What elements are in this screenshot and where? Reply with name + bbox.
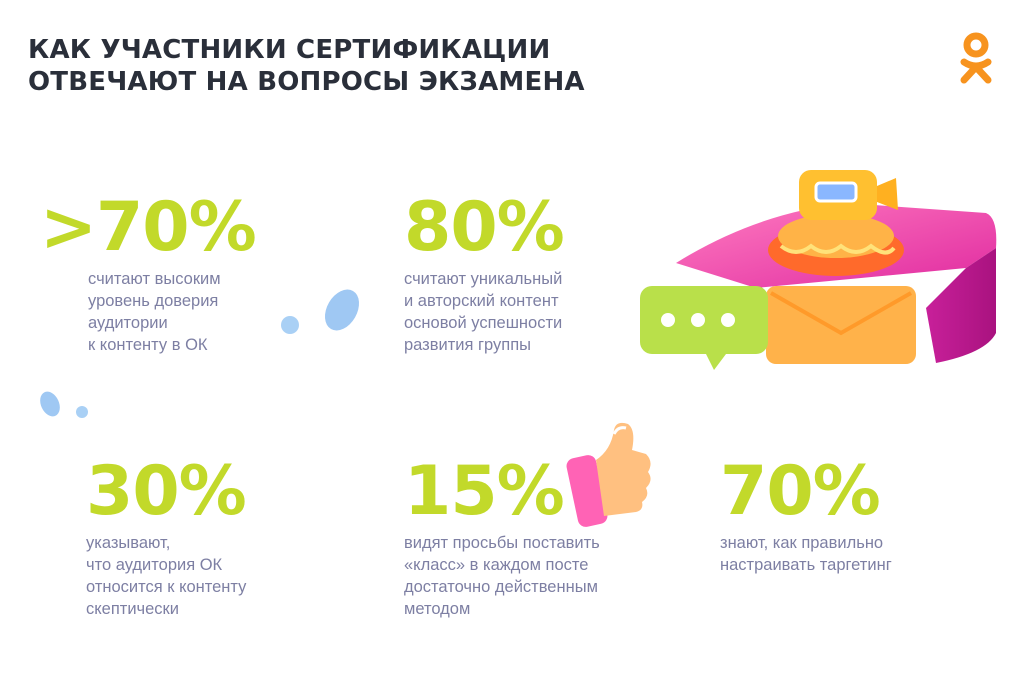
desc-line: видят просьбы поставить — [404, 534, 600, 552]
desc-line: уровень доверия — [88, 292, 219, 310]
stat-trust: >70% считают высоким уровень доверия ауд… — [40, 188, 257, 356]
page-title: КАК УЧАСТНИКИ СЕРТИФИКАЦИИ ОТВЕЧАЮТ НА В… — [28, 34, 648, 98]
stat-value: 80% — [404, 188, 565, 267]
stat-class-requests: 15% видят просьбы поставить «класс» в ка… — [404, 458, 600, 620]
stat-value: >70% — [40, 188, 257, 267]
stat-description: указывают, что аудитория ОК относится к … — [86, 532, 246, 620]
desc-line: развития группы — [404, 336, 531, 354]
desc-line: достаточно действенным — [404, 578, 598, 596]
stat-unique-content: 80% считают уникальный и авторский конте… — [404, 188, 565, 356]
stat-value: 15% — [404, 452, 565, 531]
desc-line: «класс» в каждом посте — [404, 556, 589, 574]
desc-line: указывают, — [86, 534, 171, 552]
stat-skeptical: 30% указывают, что аудитория ОК относитс… — [86, 452, 247, 620]
desc-line: методом — [404, 600, 471, 618]
stat-description: знают, как правильно настраивать таргети… — [720, 532, 892, 576]
desc-line: считают уникальный — [404, 270, 563, 288]
title-line-2: ОТВЕЧАЮТ НА ВОПРОСЫ ЭКЗАМЕНА — [28, 67, 585, 97]
stat-targeting: 70% знают, как правильно настраивать тар… — [720, 458, 892, 576]
ok-logo-icon — [960, 32, 992, 84]
desc-line: настраивать таргетинг — [720, 556, 892, 574]
desc-line: к контенту в ОК — [88, 336, 208, 354]
desc-line: относится к контенту — [86, 578, 247, 596]
stat-description: считают уникальный и авторский контент о… — [404, 268, 564, 356]
desc-line: знают, как правильно — [720, 534, 884, 552]
stat-description: считают высоким уровень доверия аудитори… — [88, 268, 256, 356]
stat-value: 70% — [720, 452, 881, 531]
bubbles-decoration — [281, 289, 360, 334]
desc-line: считают высоким — [88, 270, 221, 288]
thumbs-up-icon — [566, 422, 651, 527]
desc-line: аудитории — [88, 314, 168, 332]
desc-line: основой успешности — [404, 314, 563, 332]
stat-value: 30% — [86, 452, 247, 531]
desc-line: и авторский контент — [404, 292, 559, 310]
stat-description: видят просьбы поставить «класс» в каждом… — [404, 532, 600, 620]
title-line-1: КАК УЧАСТНИКИ СЕРТИФИКАЦИИ — [28, 35, 551, 65]
desc-line: скептически — [86, 600, 179, 618]
bubbles-decoration — [40, 391, 88, 418]
box-illustration — [640, 170, 997, 370]
desc-line: что аудитория ОК — [86, 556, 223, 574]
